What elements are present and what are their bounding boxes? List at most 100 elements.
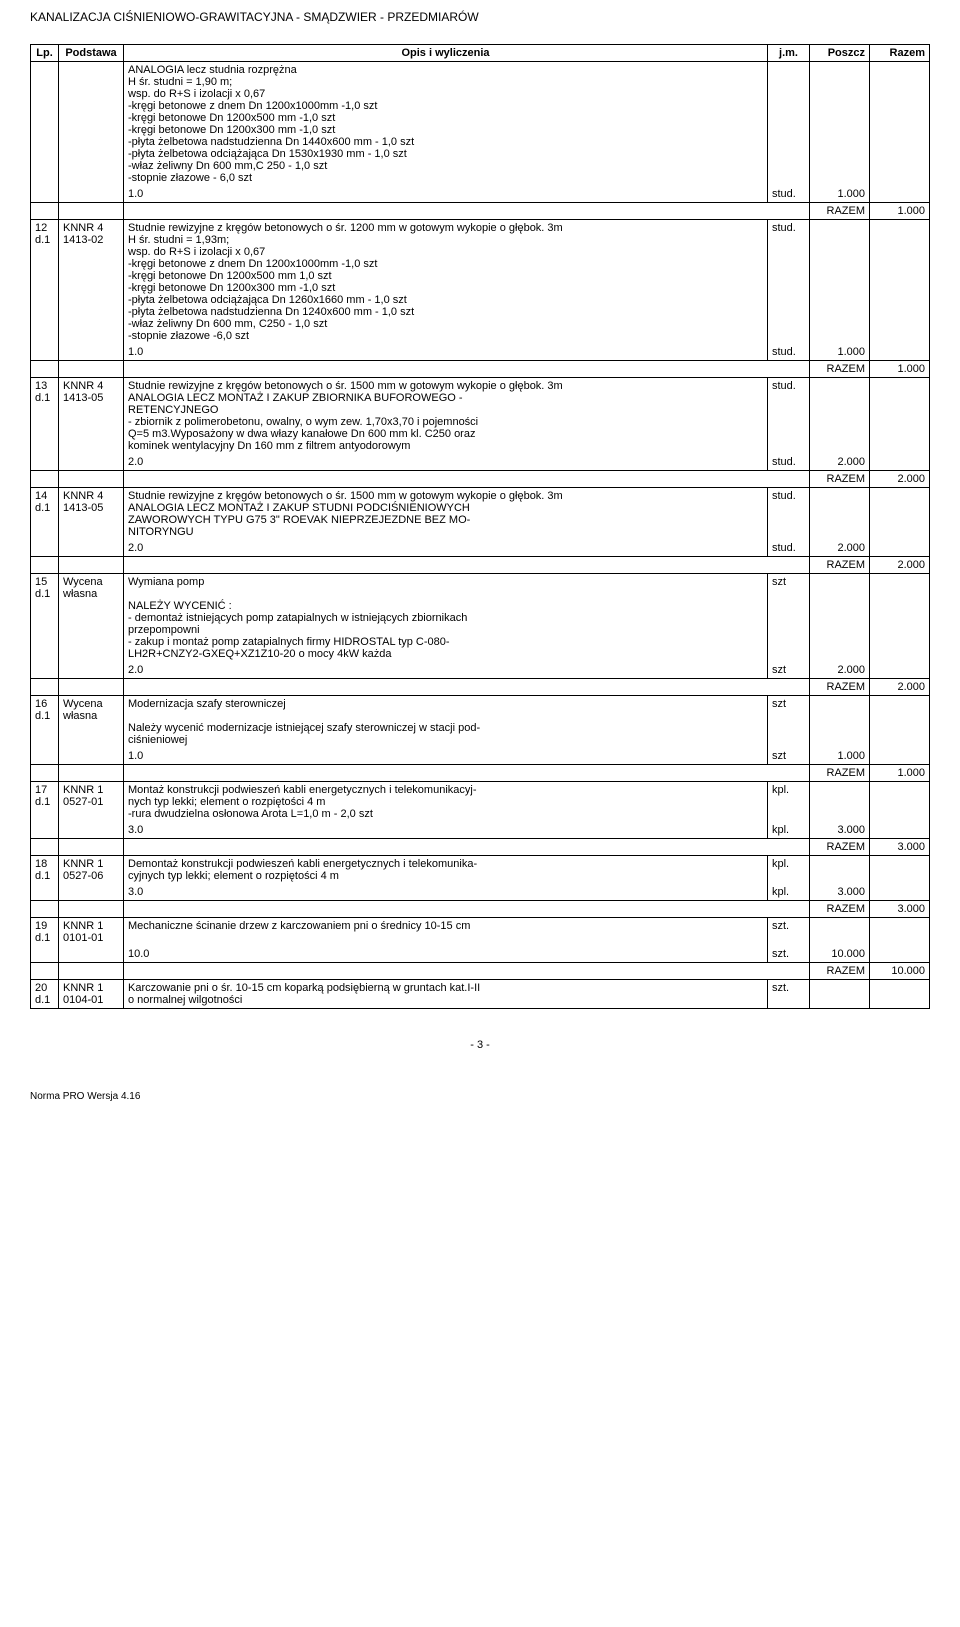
cell-poszcz: 1.000	[810, 344, 870, 361]
cell-lp: 17 d.1	[31, 782, 59, 823]
cell-poszcz	[810, 220, 870, 345]
cell-podstawa	[59, 822, 124, 839]
cell-poszcz: 10.000	[810, 946, 870, 963]
razem-value: 2.000	[870, 471, 930, 488]
cell-podstawa	[59, 62, 124, 187]
cell-lp: 20 d.1	[31, 980, 59, 1009]
cell-podstawa	[59, 454, 124, 471]
table-row: RAZEM3.000	[31, 839, 930, 856]
cell-poszcz: 1.000	[810, 748, 870, 765]
cell-poszcz: 2.000	[810, 454, 870, 471]
table-header-row: Lp. Podstawa Opis i wyliczenia j.m. Posz…	[31, 45, 930, 62]
cell-jm: kpl.	[768, 822, 810, 839]
cell-opis: 1.0	[124, 748, 768, 765]
cell-lp: 15 d.1	[31, 574, 59, 663]
cell-lp	[31, 186, 59, 203]
table-row: 2.0stud.2.000	[31, 454, 930, 471]
cell-opis: ANALOGIA lecz studnia rozprężna H śr. st…	[124, 62, 768, 187]
cell-podstawa	[59, 662, 124, 679]
cell-podstawa: KNNR 4 1413-05	[59, 488, 124, 541]
cell-lp: 19 d.1	[31, 918, 59, 947]
razem-value: 2.000	[870, 679, 930, 696]
cell-poszcz: 1.000	[810, 186, 870, 203]
table-row: RAZEM2.000	[31, 557, 930, 574]
razem-label: RAZEM	[810, 765, 870, 782]
razem-label: RAZEM	[810, 557, 870, 574]
table-row: RAZEM1.000	[31, 203, 930, 220]
cell-podstawa: Wycena własna	[59, 574, 124, 663]
razem-label: RAZEM	[810, 471, 870, 488]
cell-lp	[31, 62, 59, 187]
cell-opis: Studnie rewizyjne z kręgów betonowych o …	[124, 488, 768, 541]
cell-poszcz	[810, 378, 870, 455]
table-row: 19 d.1KNNR 1 0101-01Mechaniczne ścinanie…	[31, 918, 930, 947]
table-row: 16 d.1Wycena własnaModernizacja szafy st…	[31, 696, 930, 749]
cell-opis: Montaż konstrukcji podwieszeń kabli ener…	[124, 782, 768, 823]
cell-jm: kpl.	[768, 856, 810, 885]
cell-opis: Studnie rewizyjne z kręgów betonowych o …	[124, 378, 768, 455]
razem-label: RAZEM	[810, 839, 870, 856]
table-row: 12 d.1KNNR 4 1413-02Studnie rewizyjne z …	[31, 220, 930, 345]
cell-jm: szt	[768, 748, 810, 765]
cell-jm: kpl.	[768, 884, 810, 901]
table-row: RAZEM2.000	[31, 471, 930, 488]
table-row: 10.0szt.10.000	[31, 946, 930, 963]
cell-lp	[31, 748, 59, 765]
cell-opis: Wymiana pomp NALEŻY WYCENIĆ : - demontaż…	[124, 574, 768, 663]
razem-value: 10.000	[870, 963, 930, 980]
cell-razem	[870, 980, 930, 1009]
cell-opis: Studnie rewizyjne z kręgów betonowych o …	[124, 220, 768, 345]
col-poszcz: Poszcz	[810, 45, 870, 62]
table-row: 2.0stud.2.000	[31, 540, 930, 557]
table-row: RAZEM3.000	[31, 901, 930, 918]
cell-podstawa	[59, 748, 124, 765]
table-row: 2.0szt2.000	[31, 662, 930, 679]
cell-razem	[870, 662, 930, 679]
cell-jm: kpl.	[768, 782, 810, 823]
cell-opis: 1.0	[124, 344, 768, 361]
cell-podstawa	[59, 540, 124, 557]
cell-razem	[870, 884, 930, 901]
cell-lp	[31, 344, 59, 361]
table-row: ANALOGIA lecz studnia rozprężna H śr. st…	[31, 62, 930, 187]
col-opis: Opis i wyliczenia	[124, 45, 768, 62]
cell-jm: szt.	[768, 980, 810, 1009]
cell-jm: stud.	[768, 378, 810, 455]
cell-razem	[870, 488, 930, 541]
cell-lp	[31, 540, 59, 557]
cell-razem	[870, 574, 930, 663]
table-row: 1.0stud.1.000	[31, 186, 930, 203]
cell-jm: szt	[768, 574, 810, 663]
razem-value: 3.000	[870, 901, 930, 918]
cell-jm: stud.	[768, 220, 810, 345]
cell-opis: Mechaniczne ścinanie drzew z karczowanie…	[124, 918, 768, 947]
razem-value: 1.000	[870, 361, 930, 378]
razem-value: 3.000	[870, 839, 930, 856]
razem-value: 1.000	[870, 765, 930, 782]
col-razem: Razem	[870, 45, 930, 62]
cell-opis: 3.0	[124, 822, 768, 839]
cell-podstawa: KNNR 4 1413-05	[59, 378, 124, 455]
cell-podstawa	[59, 186, 124, 203]
cell-jm: szt	[768, 696, 810, 749]
cell-podstawa	[59, 884, 124, 901]
cell-jm: stud.	[768, 540, 810, 557]
table-row: RAZEM1.000	[31, 765, 930, 782]
cell-podstawa	[59, 946, 124, 963]
razem-label: RAZEM	[810, 901, 870, 918]
cell-jm	[768, 62, 810, 187]
razem-label: RAZEM	[810, 361, 870, 378]
cell-lp	[31, 454, 59, 471]
cell-razem	[870, 946, 930, 963]
cell-poszcz	[810, 856, 870, 885]
cell-poszcz	[810, 488, 870, 541]
cell-opis: 2.0	[124, 454, 768, 471]
cell-razem	[870, 822, 930, 839]
cell-razem	[870, 62, 930, 187]
cell-podstawa: Wycena własna	[59, 696, 124, 749]
cell-opis: Karczowanie pni o śr. 10-15 cm koparką p…	[124, 980, 768, 1009]
table-row: RAZEM1.000	[31, 361, 930, 378]
cell-razem	[870, 344, 930, 361]
cell-razem	[870, 220, 930, 345]
cell-jm: stud.	[768, 488, 810, 541]
